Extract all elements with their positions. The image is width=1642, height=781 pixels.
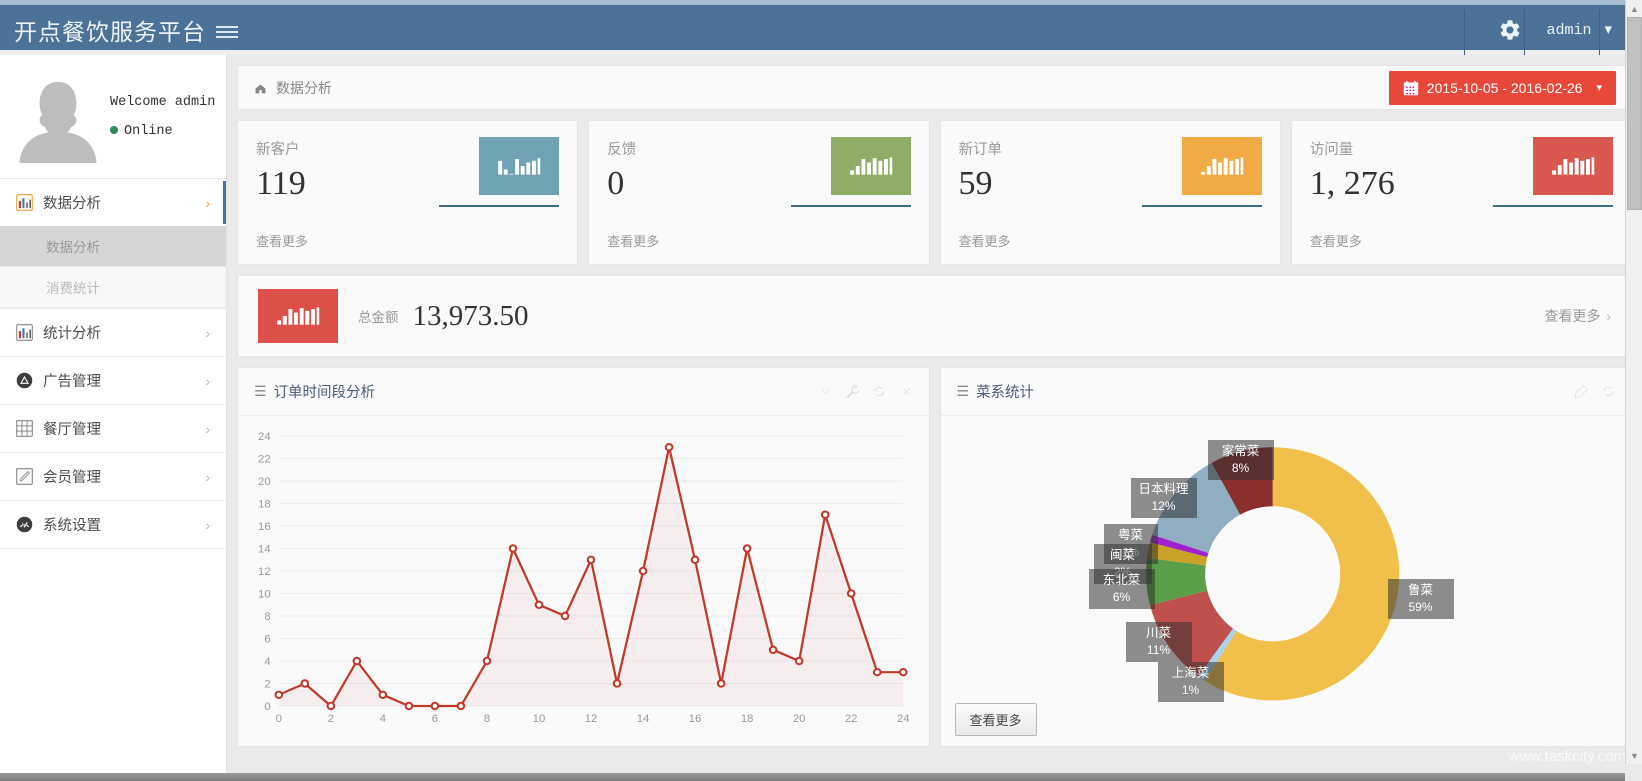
svg-text:18: 18 (258, 499, 271, 511)
svg-text:2: 2 (328, 713, 334, 725)
svg-text:22: 22 (258, 454, 271, 466)
svg-text:16: 16 (689, 713, 702, 725)
svg-text:0: 0 (264, 701, 270, 713)
svg-text:10: 10 (533, 713, 546, 725)
svg-text:12: 12 (585, 713, 598, 725)
svg-text:8: 8 (264, 611, 270, 623)
svg-text:6: 6 (432, 713, 438, 725)
svg-text:24: 24 (258, 431, 271, 443)
svg-text:14: 14 (637, 713, 650, 725)
svg-text:2: 2 (264, 679, 270, 691)
svg-text:20: 20 (258, 476, 271, 488)
svg-text:16: 16 (258, 521, 271, 533)
svg-text:12: 12 (258, 566, 271, 578)
svg-text:10: 10 (258, 589, 271, 601)
svg-text:6: 6 (264, 634, 270, 646)
svg-text:18: 18 (741, 713, 754, 725)
svg-text:22: 22 (845, 713, 858, 725)
svg-text:20: 20 (793, 713, 806, 725)
svg-text:8: 8 (484, 713, 490, 725)
svg-text:4: 4 (264, 656, 270, 668)
svg-text:24: 24 (897, 713, 910, 725)
svg-text:0: 0 (276, 713, 282, 725)
svg-text:4: 4 (380, 713, 386, 725)
svg-text:14: 14 (258, 544, 271, 556)
